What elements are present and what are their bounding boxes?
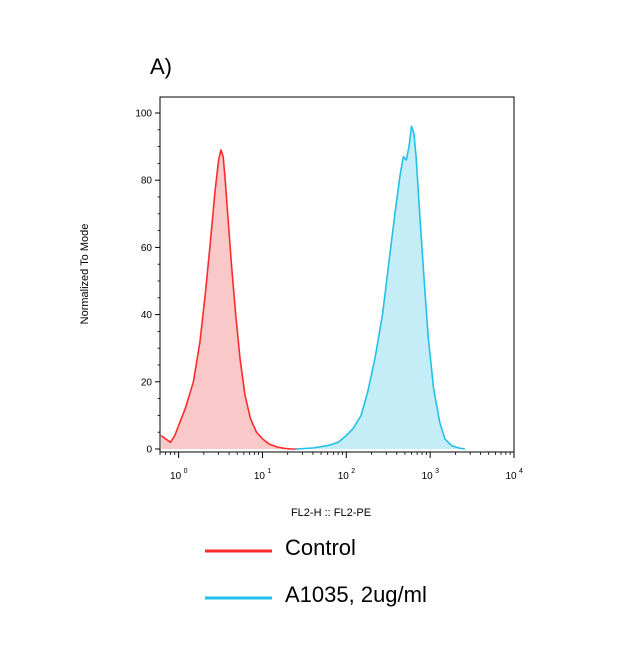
- x-tick-label-base: 10: [338, 471, 350, 482]
- panel-label: A): [150, 54, 172, 79]
- series-area-control: [161, 150, 298, 449]
- x-tick-label-exponent: 2: [351, 468, 355, 475]
- legend: Control A1035, 2ug/ml: [205, 535, 427, 607]
- x-tick-label-base: 10: [505, 471, 517, 482]
- x-tick-label-1: 10 0: [170, 468, 188, 482]
- series-layer: [160, 125, 466, 450]
- legend-item-a1035: A1035, 2ug/ml: [205, 582, 427, 607]
- y-tick-label-80: 80: [141, 176, 153, 187]
- y-tick-label-20: 20: [141, 377, 153, 388]
- x-tick-label-base: 10: [254, 471, 266, 482]
- legend-label-a1035: A1035, 2ug/ml: [285, 582, 427, 607]
- y-tick-label-40: 40: [141, 310, 153, 321]
- legend-label-control: Control: [285, 535, 356, 560]
- series-line-a1035: [295, 125, 466, 450]
- x-axis-title: FL2-H :: FL2-PE: [291, 507, 371, 519]
- x-axis: 10 0 10 1 10 2 10 3 10 4: [159, 452, 523, 482]
- x-tick-label-exponent: 4: [519, 468, 523, 475]
- plot-frame: [159, 96, 515, 453]
- x-tick-label-exponent: 3: [435, 468, 439, 475]
- x-tick-label-base: 10: [170, 471, 182, 482]
- x-tick-label-10: 10 1: [254, 468, 272, 482]
- legend-item-control: Control: [205, 535, 356, 560]
- y-axis: 0 20 40 60 80 100: [135, 109, 160, 456]
- y-axis-title: Normalized To Mode: [79, 224, 91, 325]
- y-tick-label-100: 100: [135, 109, 152, 120]
- x-tick-label-10000: 10 4: [505, 468, 523, 482]
- series-area-a1035: [295, 126, 465, 450]
- x-tick-label-100: 10 2: [338, 468, 356, 482]
- y-tick-label-60: 60: [141, 243, 153, 254]
- y-tick-label-0: 0: [146, 445, 152, 456]
- series-line-control: [160, 149, 298, 450]
- x-tick-label-1000: 10 3: [422, 468, 440, 482]
- x-tick-label-exponent: 1: [267, 468, 271, 475]
- x-tick-label-base: 10: [422, 471, 434, 482]
- x-tick-label-exponent: 0: [184, 468, 188, 475]
